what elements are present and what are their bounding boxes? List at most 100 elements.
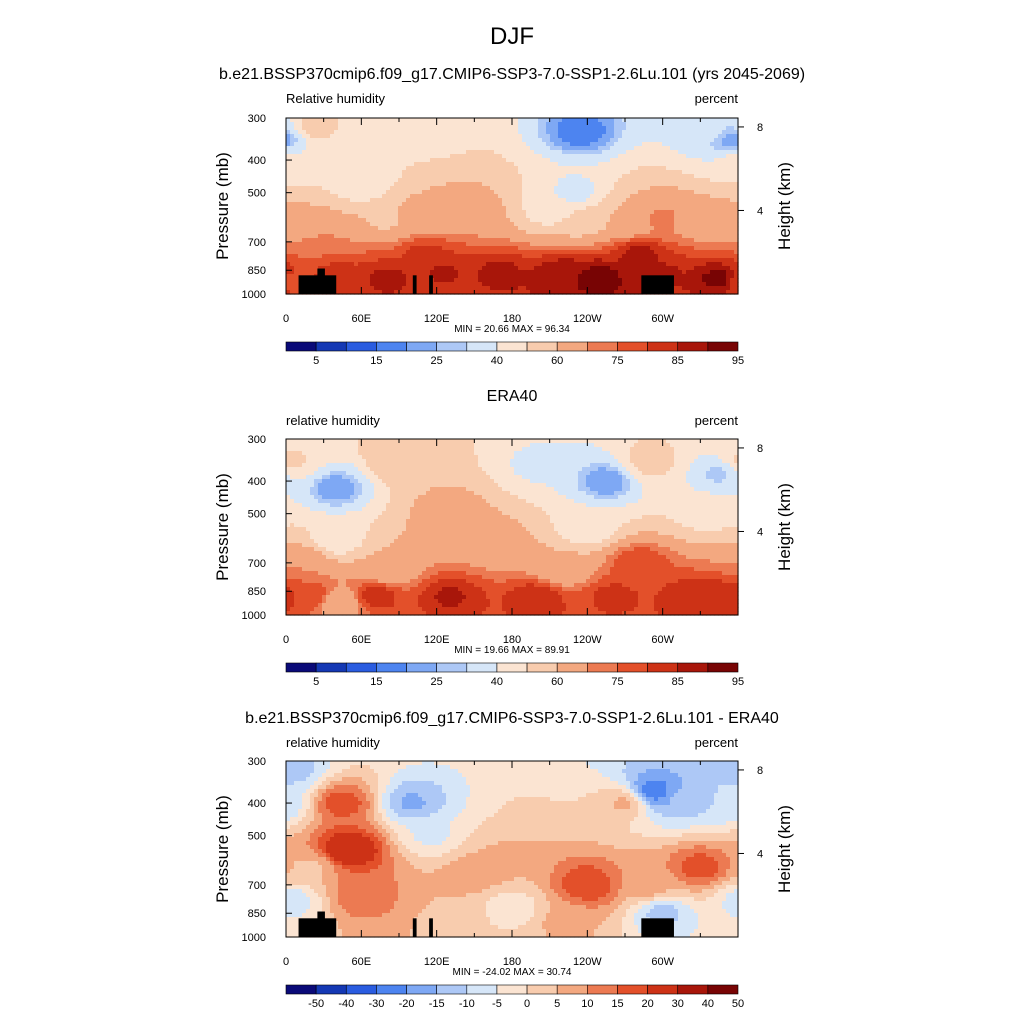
colorbar-label: 5 bbox=[313, 676, 319, 688]
x-tick-label: 120W bbox=[573, 956, 602, 968]
y-tick-label: 1000 bbox=[242, 610, 266, 622]
height-tick-label: 8 bbox=[757, 122, 763, 134]
colorbar-swatch bbox=[316, 663, 346, 672]
colorbar-swatch bbox=[678, 342, 708, 351]
colorbar-label: 40 bbox=[702, 998, 714, 1010]
x-tick-label: 60E bbox=[352, 956, 372, 968]
y-tick-label: 500 bbox=[248, 188, 266, 200]
colorbar-label: 85 bbox=[672, 676, 684, 688]
colorbar: 5 15 25 40 60 75 85 95 bbox=[286, 663, 744, 688]
units-label: percent bbox=[695, 91, 739, 106]
colorbar-swatch bbox=[587, 342, 617, 351]
x-tick-label: 60W bbox=[651, 634, 674, 646]
colorbar-swatch bbox=[497, 985, 527, 994]
colorbar-swatch bbox=[407, 342, 437, 351]
height-axis-title: Height (km) bbox=[775, 805, 794, 893]
y-tick-label: 500 bbox=[248, 831, 266, 843]
colorbar: -50 -40 -30 -20 -15 -10 -5 0 5 10 15 20 30 40 50 bbox=[286, 985, 744, 1010]
colorbar-label: 10 bbox=[581, 998, 593, 1010]
x-tick-label: 0 bbox=[283, 313, 289, 325]
y-tick-label: 300 bbox=[248, 434, 266, 446]
colorbar: 5 15 25 40 60 75 85 95 bbox=[286, 342, 744, 367]
colorbar-swatch bbox=[467, 985, 497, 994]
colorbar-label: -10 bbox=[459, 998, 475, 1010]
y-tick-label: 500 bbox=[248, 509, 266, 521]
colorbar-swatch bbox=[678, 985, 708, 994]
height-tick-label: 8 bbox=[757, 443, 763, 455]
height-axis-title: Height (km) bbox=[775, 483, 794, 571]
colorbar-swatch bbox=[286, 663, 316, 672]
height-tick-label: 4 bbox=[757, 526, 763, 538]
colorbar-swatch bbox=[376, 663, 406, 672]
colorbar-swatch bbox=[497, 663, 527, 672]
colorbar-swatch bbox=[587, 663, 617, 672]
units-label: percent bbox=[695, 735, 739, 750]
colorbar-label: 40 bbox=[491, 676, 503, 688]
panel-3: b.e21.BSSP370cmip6.f09_g17.CMIP6-SSP3-7.… bbox=[213, 710, 794, 1010]
panel-title: ERA40 bbox=[487, 388, 538, 405]
colorbar-swatch bbox=[437, 663, 467, 672]
contour-field bbox=[286, 439, 739, 616]
x-tick-label: 60E bbox=[352, 313, 372, 325]
colorbar-label: 25 bbox=[431, 676, 443, 688]
colorbar-swatch bbox=[557, 663, 587, 672]
colorbar-swatch bbox=[376, 985, 406, 994]
colorbar-swatch bbox=[527, 985, 557, 994]
colorbar-label: -15 bbox=[429, 998, 445, 1010]
colorbar-swatch bbox=[557, 985, 587, 994]
y-tick-label: 400 bbox=[248, 798, 266, 810]
colorbar-label: 5 bbox=[313, 355, 319, 367]
x-tick-label: 120W bbox=[573, 634, 602, 646]
colorbar-swatch bbox=[648, 342, 678, 351]
colorbar-label: 50 bbox=[732, 998, 744, 1010]
x-tick-label: 120E bbox=[424, 313, 450, 325]
colorbar-swatch bbox=[316, 342, 346, 351]
height-tick-label: 4 bbox=[757, 848, 763, 860]
x-tick-label: 60E bbox=[352, 634, 372, 646]
panel-title: b.e21.BSSP370cmip6.f09_g17.CMIP6-SSP3-7.… bbox=[219, 66, 805, 83]
min-max-stats: MIN = -24.02 MAX = 30.74 bbox=[453, 967, 572, 978]
x-tick-label: 0 bbox=[283, 634, 289, 646]
y-tick-label: 300 bbox=[248, 113, 266, 125]
colorbar-label: 25 bbox=[431, 355, 443, 367]
topography-block bbox=[413, 275, 417, 294]
colorbar-swatch bbox=[437, 342, 467, 351]
colorbar-label: 15 bbox=[370, 355, 382, 367]
colorbar-label: 95 bbox=[732, 355, 744, 367]
variable-label: relative humidity bbox=[286, 413, 380, 428]
y-tick-label: 850 bbox=[248, 265, 266, 277]
x-tick-label: 0 bbox=[283, 956, 289, 968]
x-tick-label: 60W bbox=[651, 956, 674, 968]
y-axis-title: Pressure (mb) bbox=[213, 152, 232, 260]
colorbar-label: 75 bbox=[611, 355, 623, 367]
colorbar-label: 15 bbox=[370, 676, 382, 688]
colorbar-swatch bbox=[587, 985, 617, 994]
colorbar-label: 15 bbox=[611, 998, 623, 1010]
colorbar-label: 30 bbox=[672, 998, 684, 1010]
colorbar-label: -5 bbox=[492, 998, 502, 1010]
colorbar-swatch bbox=[316, 985, 346, 994]
variable-label: relative humidity bbox=[286, 735, 380, 750]
colorbar-swatch bbox=[617, 985, 647, 994]
colorbar-label: 95 bbox=[732, 676, 744, 688]
colorbar-label: -40 bbox=[338, 998, 354, 1010]
contour-field bbox=[286, 761, 739, 938]
colorbar-label: 85 bbox=[672, 355, 684, 367]
y-tick-label: 850 bbox=[248, 586, 266, 598]
y-tick-label: 700 bbox=[248, 558, 266, 570]
colorbar-swatch bbox=[376, 342, 406, 351]
x-tick-label: 120E bbox=[424, 956, 450, 968]
colorbar-swatch bbox=[527, 663, 557, 672]
min-max-stats: MIN = 19.66 MAX = 89.91 bbox=[454, 645, 570, 656]
colorbar-label: -50 bbox=[308, 998, 324, 1010]
topography-block bbox=[299, 275, 337, 294]
y-tick-label: 400 bbox=[248, 155, 266, 167]
panel-title: b.e21.BSSP370cmip6.f09_g17.CMIP6-SSP3-7.… bbox=[245, 710, 779, 727]
x-tick-label: 120W bbox=[573, 313, 602, 325]
topography-block bbox=[641, 275, 674, 294]
colorbar-swatch bbox=[557, 342, 587, 351]
topography-block bbox=[429, 275, 433, 294]
colorbar-swatch bbox=[708, 342, 738, 351]
x-tick-label: 60W bbox=[651, 313, 674, 325]
